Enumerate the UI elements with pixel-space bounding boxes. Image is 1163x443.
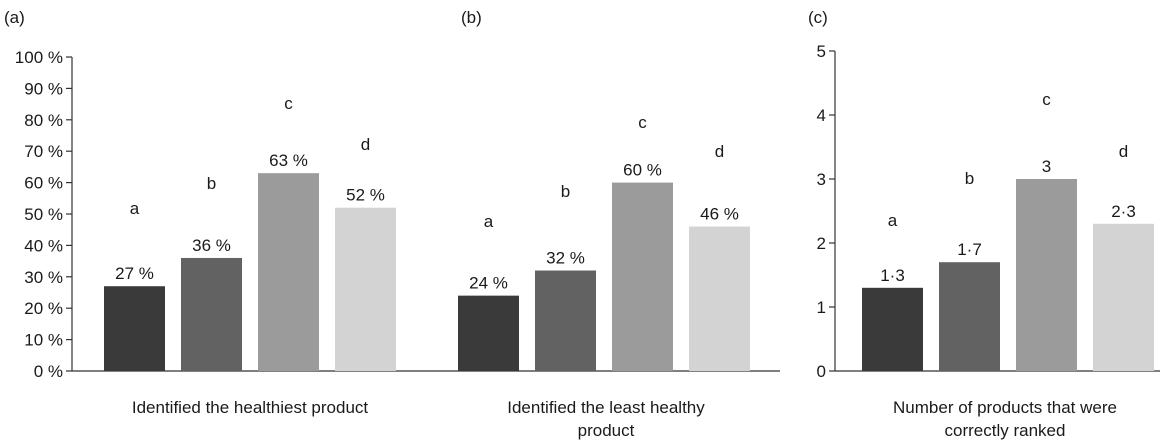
panel-c: (c) 0 1 2 3 4 5 1·3 a 1·7 b 3 c 2·3 d Number of product…	[808, 8, 1160, 440]
x-axis-title: Identified the least healthy	[507, 398, 705, 417]
y-tick-label: 0 %	[34, 362, 63, 381]
y-tick-label: 50 %	[24, 205, 63, 224]
significance-letter: c	[284, 94, 293, 113]
data-label: 32 %	[546, 249, 585, 268]
bar-a	[862, 287, 923, 371]
y-tick-label: 30 %	[24, 268, 63, 287]
bar-a	[458, 295, 519, 371]
bar-d	[1093, 223, 1154, 371]
y-tick-label: 20 %	[24, 299, 63, 318]
y-tick-label: 5	[817, 42, 826, 61]
data-label: 1·3	[880, 266, 905, 285]
y-tick-label: 90 %	[24, 79, 63, 98]
y-tick-label: 3	[817, 170, 826, 189]
significance-letter: c	[1042, 90, 1051, 109]
significance-letter: b	[207, 174, 216, 193]
bar-d	[335, 207, 396, 371]
y-tick-label: 2	[817, 234, 826, 253]
panel-label: (b)	[461, 8, 482, 27]
y-tick-label: 70 %	[24, 142, 63, 161]
y-tick-label: 60 %	[24, 174, 63, 193]
significance-letter: c	[638, 113, 647, 132]
x-axis-title: correctly ranked	[945, 421, 1066, 440]
y-tick-label: 0	[817, 362, 826, 381]
x-axis-title: Number of products that were	[893, 398, 1117, 417]
bar-c	[1016, 179, 1077, 371]
panel-label: (c)	[808, 8, 828, 27]
bar-a	[104, 286, 165, 371]
bar-c	[258, 173, 319, 371]
significance-letter: a	[484, 212, 494, 231]
significance-letter: d	[1119, 142, 1128, 161]
data-label: 52 %	[346, 186, 385, 205]
significance-letter: a	[888, 211, 898, 230]
data-label: 46 %	[700, 205, 739, 224]
y-tick-label: 4	[817, 106, 826, 125]
data-label: 24 %	[469, 274, 508, 293]
significance-letter: d	[361, 135, 370, 154]
significance-letter: b	[561, 182, 570, 201]
bar-b	[939, 262, 1000, 371]
bar-b	[535, 270, 596, 371]
panel-label: (a)	[4, 8, 25, 27]
y-tick-label: 1	[817, 298, 826, 317]
data-label: 1·7	[957, 240, 982, 259]
data-label: 3	[1042, 157, 1051, 176]
significance-letter: b	[965, 169, 974, 188]
y-tick-label: 100 %	[15, 48, 63, 67]
bar-b	[181, 257, 242, 371]
data-label: 60 %	[623, 161, 662, 180]
bar-c	[612, 182, 673, 371]
y-tick-label: 80 %	[24, 111, 63, 130]
panel-b: (b) 24 % a 32 % b 60 % c 46 % d Identified the le…	[428, 8, 780, 440]
data-label: 63 %	[269, 151, 308, 170]
significance-letter: a	[130, 199, 140, 218]
data-label: 36 %	[192, 236, 231, 255]
x-axis-title: product	[578, 421, 635, 440]
bar-d	[689, 226, 750, 371]
panel-a: (a) 0 % 10 % 20 % 30 % 40 % 50 % 60 % 70 % 80 % 90…	[4, 8, 428, 417]
data-label: 2·3	[1111, 202, 1136, 221]
data-label: 27 %	[115, 264, 154, 283]
y-tick-label: 10 %	[24, 331, 63, 350]
x-axis-title: Identified the healthiest product	[132, 398, 369, 417]
y-tick-label: 40 %	[24, 236, 63, 255]
significance-letter: d	[715, 142, 724, 161]
